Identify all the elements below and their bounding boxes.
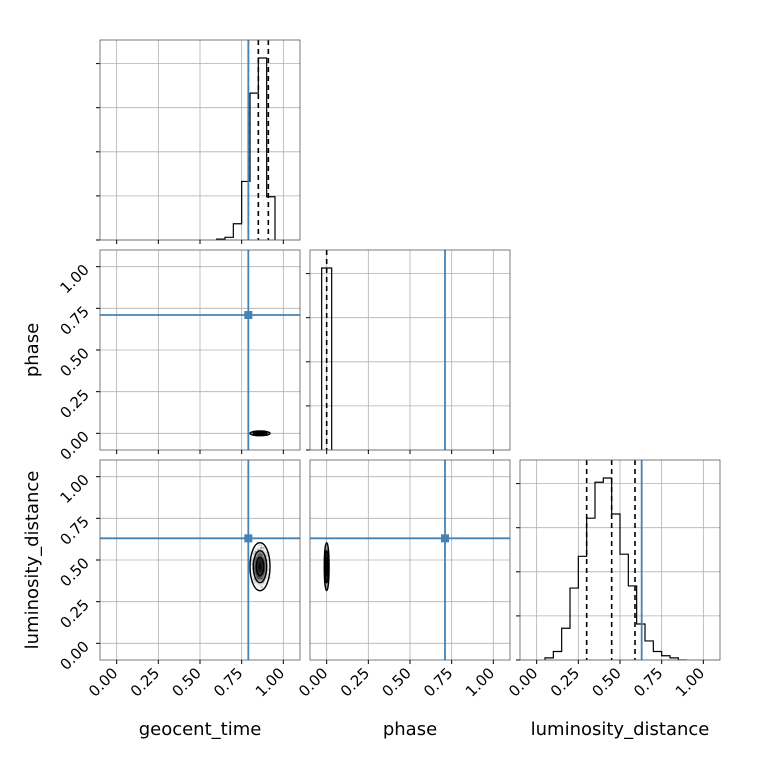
hist-luminosity_distance-panel: 0.00 0.25 0.50 0.75 1.00: [505, 459, 721, 700]
x-axis-label-phase: phase: [383, 719, 437, 740]
y-tick-label: 0.00: [56, 637, 92, 673]
x-tick-label: 0.50: [588, 664, 624, 700]
density-geocent_time-phase: [249, 430, 271, 437]
contour-level-3: [255, 556, 265, 577]
histogram-geocent_time: [216, 57, 276, 240]
truth-point: [441, 534, 449, 543]
x-tick-label: 0.75: [630, 664, 666, 700]
y-axis-label-phase: phase: [22, 323, 43, 377]
x-axis-label-luminosity_distance: luminosity_distance: [531, 719, 710, 740]
x-tick-label: 0.25: [127, 664, 163, 700]
y-axis-label-luminosity_distance: luminosity_distance: [22, 471, 43, 650]
x-tick-label: 0.75: [210, 664, 246, 700]
x-tick-label: 1.00: [252, 664, 288, 700]
contour-level-1: [323, 541, 330, 592]
y-tick-label: 0.00: [56, 427, 92, 463]
x-tick-label: 0.00: [295, 664, 331, 700]
contour-level-3: [325, 556, 329, 577]
contour-level-1: [249, 430, 271, 437]
contour-level-1: [249, 541, 271, 592]
panel-phase-vs-luminosity_distance-panel: 0.00 0.25 0.50 0.75 1.00: [295, 459, 511, 700]
y-tick-label: 0.50: [56, 344, 92, 380]
x-tick-label: 0.25: [337, 664, 373, 700]
y-tick-label: 0.25: [56, 596, 92, 632]
x-tick-label: 0.50: [168, 664, 204, 700]
hist-geocent_time-panel: [96, 39, 301, 244]
truth-point: [244, 311, 253, 319]
contour-level-2: [252, 549, 268, 584]
x-tick-label: 0.50: [378, 664, 414, 700]
x-tick-label: 1.00: [462, 664, 498, 700]
y-tick-label: 0.25: [56, 386, 92, 422]
x-tick-label: 0.00: [505, 664, 541, 700]
x-tick-label: 1.00: [672, 664, 708, 700]
y-tick-label: 1.00: [56, 471, 92, 507]
y-tick-label: 0.75: [56, 302, 92, 338]
x-axis-label-geocent_time: geocent_time: [139, 719, 262, 740]
density-geocent_time-luminosity_distance: [249, 541, 271, 592]
x-tick-label: 0.25: [547, 664, 583, 700]
panel-geocent_time-vs-luminosity_distance-panel: 0.00 0.25 0.50 0.75 1.000.000.250.500.751.00: [56, 459, 301, 700]
x-tick-label: 0.75: [420, 664, 456, 700]
hist-phase-panel: [306, 249, 511, 454]
y-tick-label: 1.00: [56, 261, 92, 297]
x-tick-label: 0.00: [85, 664, 121, 700]
histogram-luminosity_distance: [544, 477, 687, 660]
density-phase-luminosity_distance: [323, 541, 330, 592]
contour-level-3: [255, 431, 265, 435]
y-tick-label: 0.50: [56, 554, 92, 590]
panel-geocent_time-vs-phase-panel: 0.00 0.25 0.50 0.75 1.00: [56, 249, 301, 464]
y-tick-label: 0.75: [56, 512, 92, 548]
truth-point: [244, 534, 253, 543]
